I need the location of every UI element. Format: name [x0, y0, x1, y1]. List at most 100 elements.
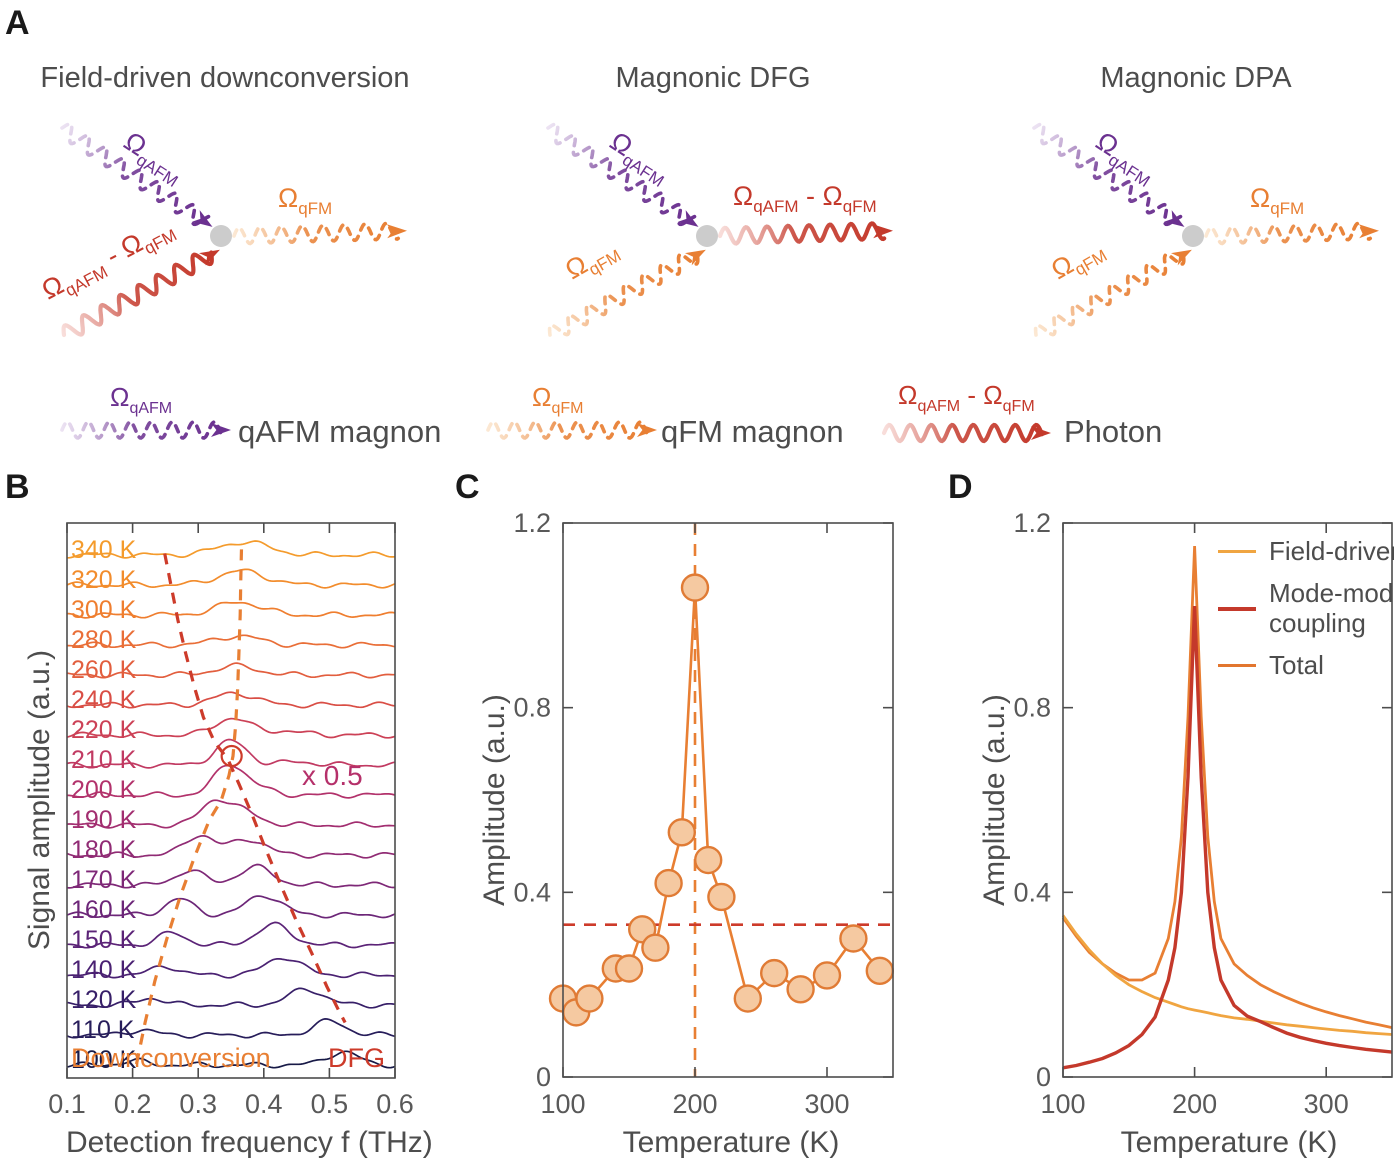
panel-c-xlabel: Temperature (K) — [622, 1126, 840, 1159]
panel-d-plot: 100 200 300 0 0.4 0.8 1.2 — [1013, 508, 1393, 1119]
omega-label-out: ΩqFM — [278, 183, 332, 218]
tspan: qFM — [585, 246, 624, 279]
panel-d-legend: Field-driven Mode-mode coupling Total — [1218, 536, 1394, 681]
temperature-label: 280 K — [71, 626, 137, 654]
axes-box — [1062, 522, 1393, 1078]
waterfall-curve-140K — [66, 958, 396, 979]
omega-label-in-top: ΩqAFM — [116, 126, 190, 191]
tick-label: 100 — [1040, 1089, 1085, 1119]
omega-label-out: ΩqFM — [1250, 183, 1304, 218]
temperature-label: 120 K — [71, 986, 137, 1014]
amplitude-line — [562, 587, 881, 1015]
tspan: qFM — [298, 199, 332, 218]
omega-label-in-bottom: ΩqFM — [560, 232, 624, 289]
waterfall-curve-210K — [66, 738, 396, 769]
waterfall-curve-220K — [66, 717, 396, 739]
omega-label-in-bottom: ΩqAFM - ΩqFM — [37, 211, 180, 309]
outgoing-wave — [1204, 221, 1372, 246]
tspan: qAFM — [753, 197, 798, 216]
omega-label-out: ΩqAFM - ΩqFM — [733, 181, 877, 216]
tick-label: 100 — [540, 1089, 585, 1119]
tspan: Ω — [1250, 183, 1270, 213]
tick-label: 0.5 — [311, 1089, 349, 1119]
tspan: Ω — [110, 382, 129, 412]
temperature-label: 340 K — [71, 536, 137, 564]
waterfall-curve-100K — [66, 1050, 396, 1069]
temperature-label: 300 K — [71, 596, 137, 624]
tick-label: 0.3 — [179, 1089, 217, 1119]
data-point-180K — [654, 868, 683, 898]
waterfall-curve-240K — [66, 691, 396, 709]
panel-label-c: C — [455, 468, 480, 506]
tspan: qFM — [1003, 398, 1035, 415]
legend-wave — [60, 420, 224, 440]
incoming-wave-bottom-arrowhead — [199, 249, 220, 266]
annotation-dfg: DFG — [328, 1043, 385, 1073]
tick-label: 200 — [1172, 1089, 1217, 1119]
mode-mode-coupling-curve — [1062, 606, 1393, 1070]
panel-c-ylabel: Amplitude (a.u.) — [478, 694, 511, 906]
legend-label-mode-mode: Mode-mode coupling — [1269, 577, 1394, 638]
tspan: qAFM — [129, 400, 172, 417]
waterfall-curve-180K — [66, 834, 396, 859]
legend-wave-arrowhead — [211, 423, 231, 437]
incoming-wave-bottom-arrowhead — [685, 249, 706, 266]
temperature-label: 240 K — [71, 686, 137, 714]
tspan: qFM — [1270, 199, 1304, 218]
total-curve — [1061, 546, 1393, 1029]
peak-circle-annotation — [220, 744, 243, 768]
panel-c-plot: 100 200 300 0 0.4 0.8 1.2 — [513, 508, 894, 1119]
waterfall-curve-110K — [66, 1018, 396, 1039]
tick-label: 0.8 — [513, 693, 551, 723]
tick-label: 1.2 — [513, 508, 551, 538]
omega-label-in-top: ΩqAFM — [1088, 126, 1162, 191]
diagram-title-dpa: Magnonic DPA — [1100, 62, 1292, 94]
tick-label: 0 — [536, 1062, 551, 1092]
tick-label: 0.4 — [513, 877, 551, 907]
tick-label: 0.1 — [48, 1089, 86, 1119]
outgoing-wave-arrowhead — [386, 224, 407, 239]
tick-label: 0.4 — [1013, 877, 1051, 907]
panel-a-diagram-0: ΩqAFM ΩqAFM - ΩqFM ΩqFM — [37, 122, 407, 338]
tspan: - — [799, 181, 823, 211]
data-point-190K — [667, 818, 696, 847]
data-point-170K — [641, 933, 670, 962]
temperature-label: 320 K — [71, 566, 137, 594]
panel-a-diagram-1: ΩqAFM ΩqFM ΩqAFM - ΩqFM — [546, 122, 893, 337]
data-point-210K — [694, 845, 723, 875]
temperature-label: 200 K — [71, 776, 137, 804]
legend-text-photon: Photon — [1064, 414, 1163, 449]
interaction-dot — [696, 225, 718, 247]
data-point-260K — [760, 958, 789, 988]
temperature-label: 260 K — [71, 656, 137, 684]
tick-label: 0.2 — [114, 1089, 152, 1119]
tspan: Ω — [983, 380, 1002, 410]
tspan: Ω — [733, 181, 753, 211]
tspan: Ω — [532, 382, 551, 412]
legend-row-total: Total — [1218, 650, 1394, 681]
data-point-320K — [839, 924, 868, 953]
legend-omega-label: ΩqAFM — [110, 382, 172, 417]
temperature-label: 220 K — [71, 716, 137, 744]
data-point-300K — [812, 961, 842, 990]
outgoing-wave-arrowhead — [1358, 224, 1379, 239]
data-point-120K — [575, 984, 604, 1013]
waterfall-curve-280K — [67, 634, 396, 649]
field-driven-line-swatch — [1218, 550, 1256, 554]
incoming-wave-top-arrowhead — [192, 210, 213, 227]
tspan: qFM — [843, 197, 877, 216]
diagram-title-downconversion: Field-driven downconversion — [40, 62, 410, 94]
tick-label: 0.6 — [376, 1089, 414, 1119]
panel-b-xlabel: Detection frequency f (THz) — [66, 1126, 433, 1159]
panel-d-xlabel: Temperature (K) — [1120, 1126, 1338, 1159]
waterfall-curve-120K — [66, 987, 396, 1009]
incoming-wave-top-arrowhead — [1164, 210, 1185, 227]
tspan: qFM — [551, 400, 583, 417]
legend-omega-label: ΩqAFM - ΩqFM — [898, 380, 1035, 415]
panel-a-legend-item-2: ΩqAFM - ΩqFM — [881, 380, 1051, 444]
tspan: Ω — [898, 380, 917, 410]
tspan: qAFM — [133, 150, 181, 191]
